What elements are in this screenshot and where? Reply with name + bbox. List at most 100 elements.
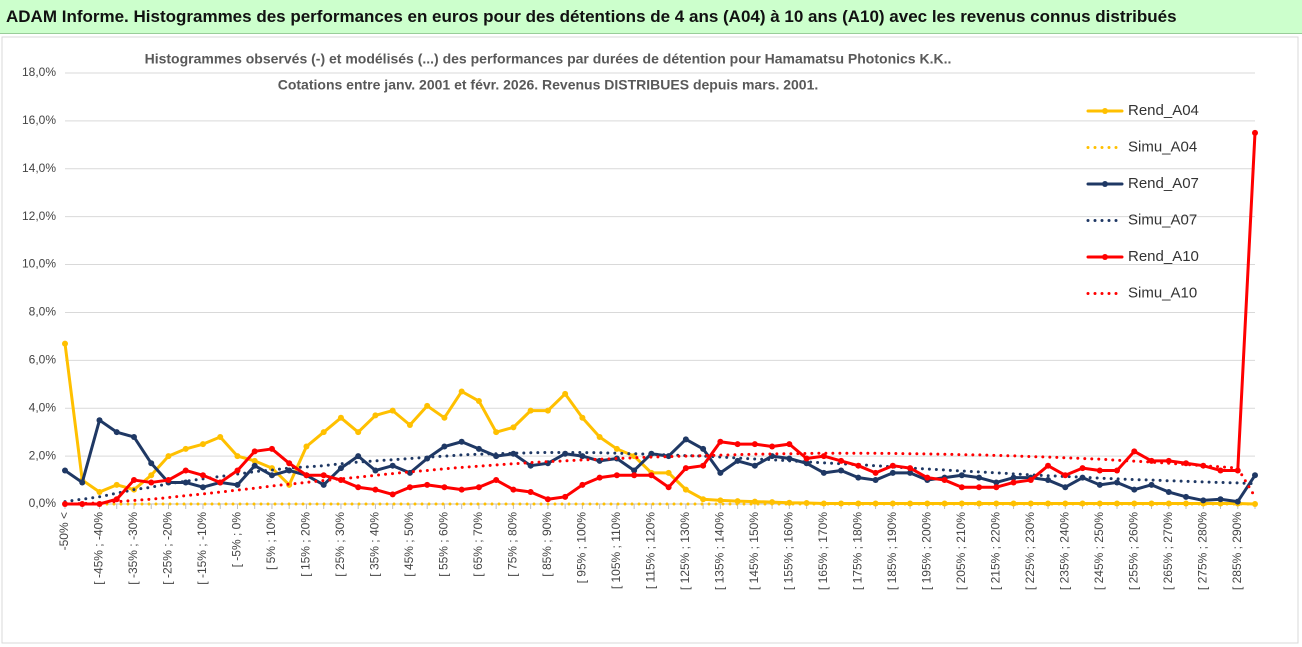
series-marker	[389, 462, 396, 469]
y-tick-label: 18,0%	[22, 65, 56, 79]
series-marker	[958, 472, 965, 479]
chart-subtitle: Cotations entre janv. 2001 et févr. 2026…	[278, 77, 819, 93]
series-marker	[1096, 481, 1103, 488]
series-marker	[1183, 460, 1190, 467]
series-marker	[199, 484, 206, 491]
series-marker	[717, 469, 724, 476]
series-marker	[1096, 467, 1103, 474]
series-marker	[734, 457, 741, 464]
legend-marker	[1102, 181, 1108, 187]
series-marker	[337, 465, 344, 472]
series-marker	[527, 462, 534, 469]
series-marker	[1045, 462, 1052, 469]
series-marker	[1114, 479, 1121, 486]
series-marker	[130, 433, 137, 440]
legend-label: Simu_A04	[1128, 138, 1197, 155]
series-marker	[113, 496, 120, 503]
series-marker	[268, 472, 275, 479]
x-tick-label: [ 35% ; 40%	[368, 512, 382, 577]
legend-label: Simu_A07	[1128, 211, 1197, 228]
x-tick-label: [ 205% ; 210%	[954, 512, 968, 590]
series-marker	[579, 481, 586, 488]
series-marker	[113, 429, 120, 436]
series-marker	[1062, 472, 1069, 479]
series-marker	[286, 460, 293, 467]
series-marker	[182, 467, 189, 474]
series-marker	[113, 481, 120, 488]
series-marker	[700, 462, 707, 469]
series-marker	[441, 484, 448, 491]
x-tick-label: [ 135% ; 140%	[713, 512, 727, 590]
series-marker	[924, 474, 931, 481]
series-marker	[355, 453, 362, 460]
series-marker	[234, 453, 241, 460]
series-marker	[907, 465, 914, 472]
series-marker	[631, 467, 638, 474]
series-marker	[682, 436, 689, 443]
series-marker	[251, 448, 258, 455]
series-marker	[424, 481, 431, 488]
series-marker	[1114, 467, 1121, 474]
series-line	[63, 451, 1257, 504]
x-tick-label: [ 105% ; 110%	[609, 512, 623, 589]
series-marker	[562, 493, 569, 500]
series-marker	[1252, 129, 1258, 136]
series-marker	[79, 501, 86, 507]
series-marker	[251, 462, 258, 469]
series-marker	[872, 469, 879, 476]
series-marker	[372, 467, 379, 474]
series-marker	[475, 445, 482, 452]
series-marker	[62, 340, 68, 347]
series-marker	[406, 484, 413, 491]
x-tick-label: [ 55% ; 60%	[437, 512, 451, 577]
series-marker	[199, 441, 206, 448]
series-marker	[734, 441, 741, 448]
legend-label: Simu_A10	[1128, 284, 1197, 301]
series-marker	[96, 489, 103, 496]
series-marker	[268, 445, 275, 452]
series-marker	[907, 469, 914, 476]
series-marker	[165, 453, 172, 460]
series-marker	[182, 445, 189, 452]
series-marker	[493, 477, 500, 484]
series-marker	[372, 486, 379, 493]
series-marker	[458, 486, 465, 493]
x-tick-label: [ -45% ; -40%	[92, 512, 106, 585]
series-marker	[769, 443, 776, 450]
series-marker	[148, 479, 155, 486]
x-tick-label: [ -35% ; -30%	[126, 512, 140, 585]
series-marker	[544, 496, 551, 503]
series-marker	[734, 498, 741, 505]
x-tick-label: [ 75% ; 80%	[506, 512, 520, 577]
series-line	[63, 342, 1257, 506]
legend-label: Rend_A04	[1128, 102, 1199, 119]
series-marker	[958, 484, 965, 491]
series-marker	[493, 429, 500, 436]
series-marker	[717, 497, 724, 504]
series-marker	[372, 412, 379, 419]
series-marker	[199, 472, 206, 479]
series-marker	[1217, 496, 1224, 503]
series-marker	[389, 491, 396, 498]
series-marker	[510, 450, 517, 457]
x-tick-label: [ 165% ; 170%	[816, 512, 830, 590]
legend-label: Rend_A07	[1128, 175, 1199, 192]
legend-label: Rend_A10	[1128, 248, 1199, 265]
series-marker	[389, 407, 396, 414]
series-marker	[803, 455, 810, 462]
x-tick-label: [ 185% ; 190%	[885, 512, 899, 590]
series-marker	[976, 474, 983, 481]
x-tick-label: [ 115% ; 120%	[644, 512, 658, 589]
series-marker	[820, 500, 827, 507]
x-tick-label: [ 255% ; 260%	[1126, 512, 1140, 590]
x-tick-label: [ 45% ; 50%	[402, 512, 416, 577]
x-tick-label: [ 275% ; 280%	[1195, 512, 1209, 590]
x-tick-label: [ 265% ; 270%	[1161, 512, 1175, 590]
series-marker	[872, 477, 879, 484]
series-marker	[820, 469, 827, 476]
series-marker	[562, 390, 569, 397]
series-marker	[889, 462, 896, 469]
series-marker	[441, 414, 448, 421]
series-marker	[510, 424, 517, 431]
